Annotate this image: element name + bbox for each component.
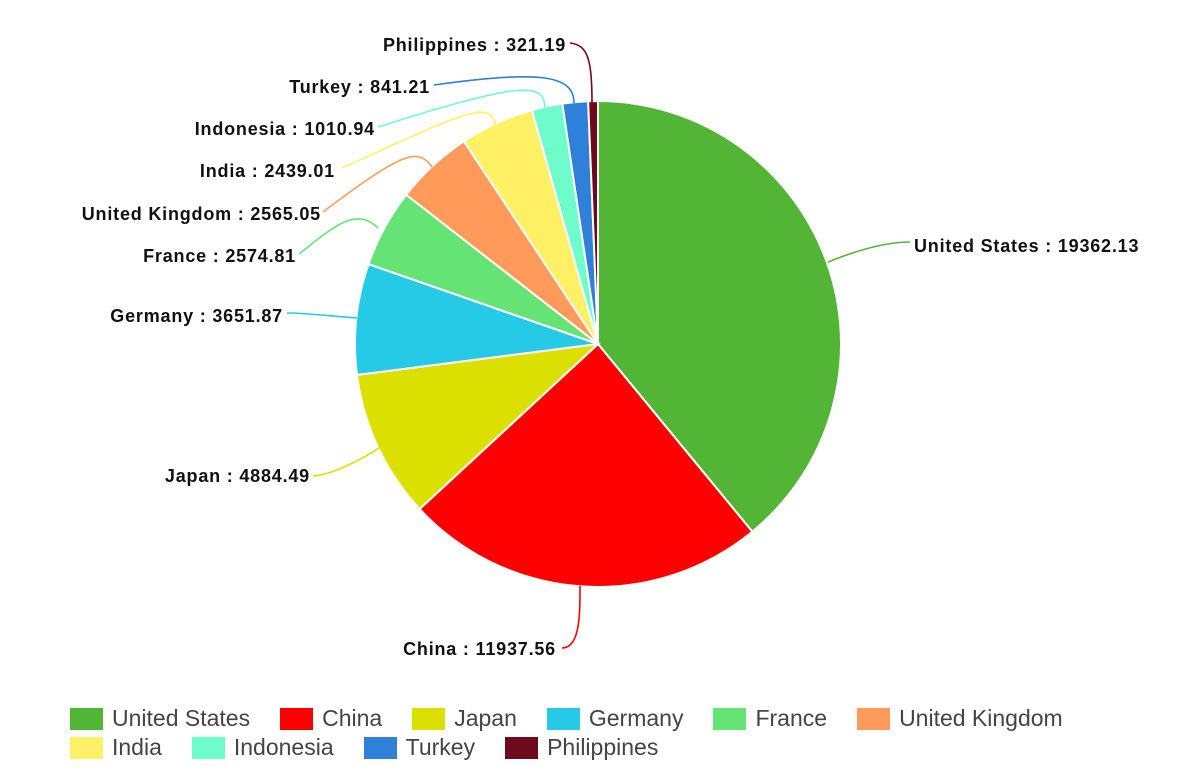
data-label-japan: Japan : 4884.49 xyxy=(165,466,310,486)
pie-slice-japan[interactable] xyxy=(355,342,601,511)
leader-line-germany xyxy=(286,312,358,319)
data-label-united-states: United States : 19362.13 xyxy=(914,236,1139,256)
legend-label: France xyxy=(755,705,828,731)
leader-line-united-states xyxy=(827,241,911,263)
data-label-india: India : 2439.01 xyxy=(200,161,335,181)
legend-swatch xyxy=(546,707,580,730)
legend-item-india[interactable]: India xyxy=(70,734,162,761)
leader-line-indonesia xyxy=(377,89,546,128)
legend-label: China xyxy=(322,705,383,731)
pie-slice-germany[interactable] xyxy=(354,262,599,377)
data-label-germany: Germany : 3651.87 xyxy=(110,306,283,326)
data-label-indonesia: Indonesia : 1010.94 xyxy=(195,119,375,139)
legend-item-japan[interactable]: Japan xyxy=(412,705,517,732)
legend-item-indonesia[interactable]: Indonesia xyxy=(191,734,334,761)
pie-chart: United States : 19362.13 China : 11937.56… xyxy=(82,35,1139,659)
legend-swatch xyxy=(412,707,446,730)
leader-line-france xyxy=(298,218,379,255)
legend-swatch xyxy=(505,736,539,759)
legend-item-philippines[interactable]: Philippines xyxy=(505,734,658,761)
legend-item-france[interactable]: France xyxy=(713,705,827,732)
data-label-turkey: Turkey : 841.21 xyxy=(289,77,430,97)
legend-item-united-kingdom[interactable]: United Kingdom xyxy=(857,705,1063,732)
legend-swatch xyxy=(363,736,397,759)
legend-item-china[interactable]: China xyxy=(280,705,382,732)
legend-swatch xyxy=(70,736,103,759)
leader-line-turkey xyxy=(433,75,575,104)
leader-line-united-kingdom xyxy=(322,155,433,213)
legend-label: United Kingdom xyxy=(899,705,1063,731)
legend-swatch xyxy=(857,707,891,730)
legend-label: Philippines xyxy=(547,734,659,760)
leader-line-japan xyxy=(312,445,383,477)
leader-line-india xyxy=(341,111,497,169)
data-label-china: China : 11937.56 xyxy=(403,639,556,659)
legend-swatch xyxy=(70,707,103,730)
legend-item-germany[interactable]: Germany xyxy=(546,705,684,732)
pie-slice-philippines[interactable] xyxy=(587,99,599,345)
legend-label: India xyxy=(112,734,162,760)
data-label-united-kingdom: United Kingdom : 2565.05 xyxy=(82,204,321,224)
legend-swatch xyxy=(191,736,225,759)
legend-swatch xyxy=(713,707,747,730)
pie-slice-china[interactable] xyxy=(418,342,754,588)
chart-legend: United States China Japan Germany France Unit… xyxy=(70,705,1180,761)
leader-line-philippines xyxy=(569,42,593,103)
legend-label: United States xyxy=(112,705,251,731)
legend-label: Japan xyxy=(454,705,517,731)
pie-slice-united-states[interactable] xyxy=(597,99,842,534)
leader-line-china xyxy=(561,585,581,649)
legend-item-turkey[interactable]: Turkey xyxy=(363,734,476,761)
data-label-france: France : 2574.81 xyxy=(143,246,296,266)
legend-label: Germany xyxy=(588,705,684,731)
data-label-philippines: Philippines : 321.19 xyxy=(383,35,566,55)
legend-label: Indonesia xyxy=(233,734,334,760)
legend-swatch xyxy=(280,707,314,730)
legend-label: Turkey xyxy=(405,734,476,760)
legend-item-united-states[interactable]: United States xyxy=(70,705,250,732)
